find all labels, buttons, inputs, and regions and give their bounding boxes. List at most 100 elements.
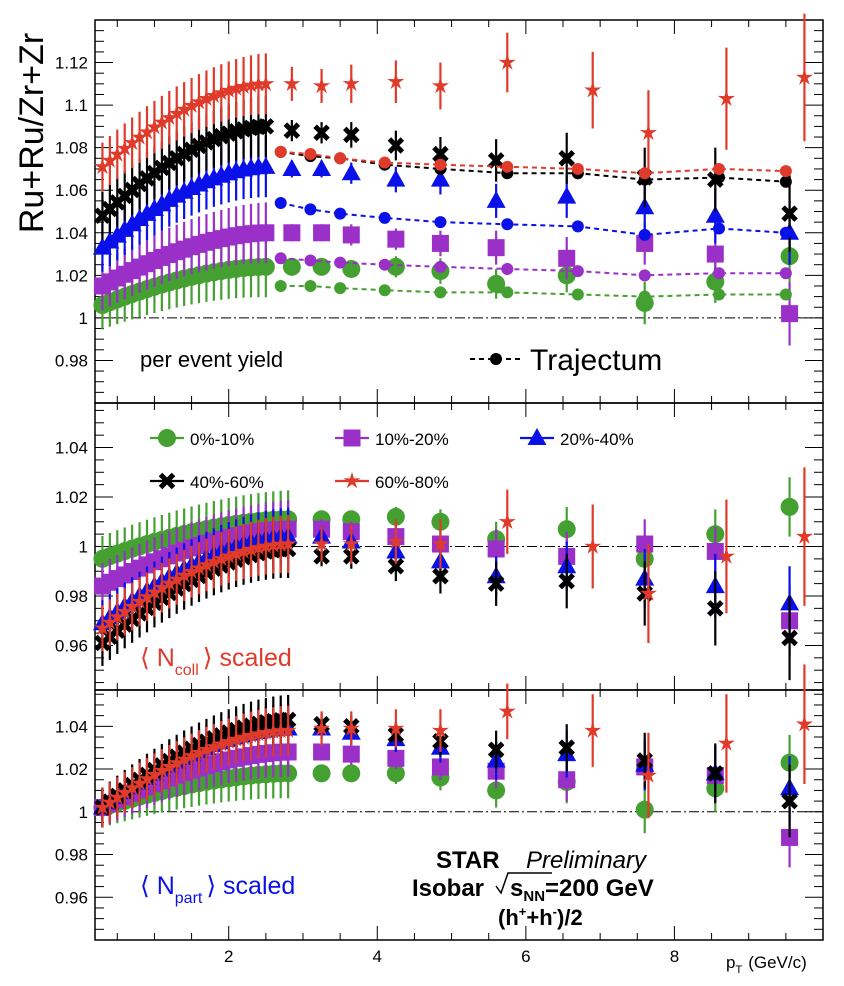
data-point (313, 77, 331, 94)
data-point (131, 128, 149, 145)
data-point (272, 535, 290, 552)
data-point (190, 93, 208, 110)
data-point (706, 245, 724, 263)
data-point (795, 527, 813, 544)
data-point (636, 234, 654, 252)
trajectum-point (501, 218, 514, 231)
trajectum-point (378, 211, 391, 224)
data-point (197, 740, 215, 757)
data-point (781, 205, 798, 222)
data-point (431, 234, 449, 252)
trajectum-point (334, 256, 347, 269)
data-point (257, 723, 275, 740)
trajectum-point (779, 226, 792, 239)
y-tick-label: 1.04 (55, 224, 88, 243)
data-point (283, 224, 301, 242)
data-point (283, 74, 301, 92)
data-point (242, 76, 260, 93)
trajectum-point (571, 162, 584, 175)
hadron-mid: +h (526, 905, 552, 930)
data-point (342, 259, 361, 278)
data-point (257, 74, 275, 92)
data-point (387, 137, 405, 154)
data-point (272, 721, 290, 739)
data-point (108, 608, 126, 625)
data-point (205, 737, 223, 755)
y-tick-label: 1.12 (55, 54, 88, 73)
panel-1-data (92, 13, 813, 346)
data-point (175, 100, 193, 117)
trajectum-point (779, 288, 792, 301)
panel-2-label-sub: coll (175, 662, 199, 679)
y-axis-title: Ru+Ru/Zr+Zr (13, 33, 51, 233)
data-point (486, 190, 506, 208)
data-point (257, 118, 275, 135)
trajectum-line (280, 202, 786, 236)
trajectum-point (501, 286, 514, 299)
data-point (432, 567, 449, 585)
trajectum-point (434, 216, 447, 229)
data-point (131, 592, 149, 609)
trajectum-point (571, 288, 584, 301)
data-point (212, 549, 230, 567)
data-point (101, 151, 119, 168)
data-point (707, 600, 724, 617)
trajectum-point (638, 269, 651, 282)
y-tick-label: 1.02 (55, 760, 88, 779)
data-point (705, 205, 725, 223)
data-point (431, 77, 449, 94)
x-axis-title: pT (GeV/c) (726, 953, 807, 976)
legend-item: 0%-10% (150, 429, 254, 449)
data-point (487, 540, 505, 558)
data-point (93, 619, 111, 636)
data-point (312, 764, 331, 783)
trajectum-point (713, 171, 725, 184)
data-point (145, 765, 163, 782)
y-tick-label: 1 (79, 538, 88, 557)
data-point (256, 257, 275, 276)
y-tick-label: 1.02 (55, 266, 88, 285)
data-point (116, 139, 134, 156)
trajectum-point (334, 152, 347, 165)
data-point (386, 257, 405, 276)
panel-3-label: ⟨ Npart ⟩ scaled (140, 872, 295, 907)
data-point (584, 81, 602, 98)
data-point (264, 722, 282, 739)
data-point (212, 735, 230, 752)
hadron-minus: - (553, 904, 557, 919)
data-point (108, 788, 126, 805)
data-point (487, 575, 505, 592)
data-point (282, 257, 301, 276)
panel-2-label: ⟨ Ncoll ⟩ scaled (140, 644, 292, 679)
data-point (256, 156, 276, 174)
data-point (168, 104, 186, 121)
data-point (93, 798, 111, 815)
data-point (116, 783, 134, 800)
data-point (431, 721, 449, 738)
data-point (795, 68, 813, 85)
data-point (312, 158, 332, 176)
trajectum-curve (274, 252, 792, 282)
hadron-open: (h (498, 905, 519, 930)
data-point (138, 123, 156, 140)
hadron-plus: + (519, 904, 527, 919)
data-point (781, 629, 798, 647)
data-point (153, 113, 171, 130)
panel-3-label-suffix: ⟩ scaled (206, 872, 295, 900)
trajectum-point (713, 267, 725, 280)
data-point (197, 89, 215, 106)
trajectum-point (501, 160, 514, 173)
hadron-label: (h++h-)/2 (498, 904, 583, 930)
trajectum-point (434, 286, 447, 299)
data-point (487, 781, 506, 800)
legend-label: 0%-10% (190, 430, 254, 449)
panel-3-label-prefix: ⟨ N (140, 872, 175, 900)
data-point (242, 726, 260, 743)
data-point (557, 186, 577, 204)
x-tick-label: 2 (224, 947, 233, 966)
legend-marker (527, 428, 547, 445)
y-tick-label: 0.98 (55, 846, 88, 865)
data-point (220, 732, 238, 749)
trajectum-point (334, 207, 347, 220)
data-point (639, 584, 657, 601)
